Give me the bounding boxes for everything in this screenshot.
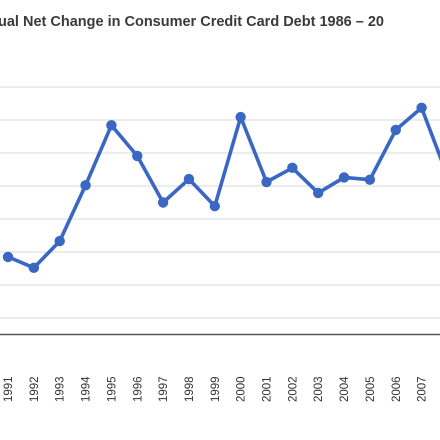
x-tick-label: 1993 <box>55 376 67 402</box>
x-tick-label: 2006 <box>391 376 403 402</box>
series-line <box>6 106 440 270</box>
x-tick-label: 1994 <box>81 376 93 402</box>
x-tick-label: 2005 <box>365 376 377 402</box>
data-point <box>54 235 65 247</box>
x-tick-label: 2001 <box>262 376 274 402</box>
data-point <box>80 180 91 191</box>
data-point <box>235 111 246 123</box>
data-point <box>183 173 195 185</box>
data-point <box>287 162 298 174</box>
data-point <box>364 174 376 185</box>
data-point <box>28 262 40 274</box>
data-point <box>416 102 427 113</box>
x-tick-label: 1995 <box>106 376 118 402</box>
x-tick-label: 1997 <box>158 376 170 402</box>
x-tick-label: 1992 <box>29 376 41 402</box>
x-tick-label: 1998 <box>184 376 196 402</box>
x-tick-label: 2007 <box>417 376 429 402</box>
data-point <box>390 124 401 136</box>
data-point <box>132 150 143 162</box>
data-point <box>209 200 220 212</box>
x-tick-label: 2002 <box>287 376 299 402</box>
gridlines <box>0 86 440 319</box>
data-point <box>261 176 272 188</box>
x-tick-label: 1991 <box>3 376 15 402</box>
data-point <box>106 120 117 131</box>
x-tick-label: 1996 <box>132 376 144 402</box>
chart-title: ual Net Change in Consumer Credit Card D… <box>0 14 384 30</box>
data-point <box>157 197 169 208</box>
x-tick-label: 2004 <box>339 376 351 402</box>
x-tick-label: 1999 <box>210 376 222 402</box>
data-point <box>313 187 324 199</box>
data-point <box>338 172 350 183</box>
data-point <box>2 251 14 263</box>
x-tick-labels: 1991 1992 1993 1994 1995 1996 1997 1998 1999 2000… <box>3 376 429 402</box>
x-tick-label: 2000 <box>236 376 248 402</box>
data-points <box>2 102 427 274</box>
x-tick-label: 2003 <box>313 376 325 402</box>
